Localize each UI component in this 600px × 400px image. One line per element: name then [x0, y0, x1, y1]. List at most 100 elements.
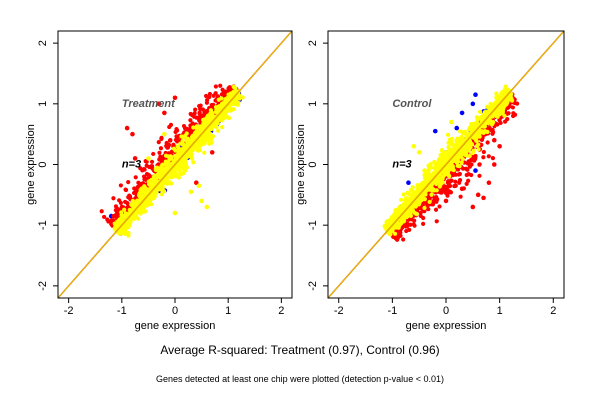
data-point	[486, 180, 492, 186]
detection-footnote: Genes detected at least one chip were pl…	[156, 374, 444, 384]
y-axis-label: gene expression	[295, 124, 307, 205]
x-tick-label: 0	[443, 305, 449, 317]
data-point	[482, 129, 488, 134]
data-point	[423, 192, 428, 197]
data-point	[460, 156, 465, 162]
data-point	[466, 132, 471, 137]
data-point	[157, 157, 162, 162]
data-point	[136, 208, 142, 213]
data-point	[178, 160, 183, 165]
data-point	[385, 220, 390, 225]
data-point	[427, 199, 432, 205]
data-point	[159, 164, 164, 169]
data-point	[470, 101, 476, 107]
data-point	[435, 178, 440, 183]
data-point	[460, 131, 465, 136]
x-tick-label: -2	[64, 305, 74, 317]
data-point	[127, 194, 133, 199]
data-point	[424, 188, 429, 193]
y-tick-label: 2	[307, 40, 319, 46]
data-point	[204, 100, 210, 105]
data-point	[502, 113, 507, 118]
data-point	[140, 204, 145, 209]
data-point	[204, 110, 209, 115]
y-axis-label: gene expression	[25, 124, 37, 205]
data-point	[418, 213, 423, 219]
data-point	[197, 142, 203, 148]
data-point	[209, 150, 215, 155]
data-point	[467, 164, 473, 169]
data-point	[440, 159, 446, 165]
data-point	[174, 134, 179, 139]
data-point	[388, 217, 393, 222]
data-point	[151, 151, 156, 157]
data-point	[175, 144, 180, 149]
data-point	[478, 130, 483, 135]
y-tick-label: -1	[307, 220, 319, 230]
data-point	[450, 173, 456, 178]
data-point	[451, 168, 456, 173]
data-point	[174, 165, 179, 170]
data-point	[133, 212, 139, 217]
data-point	[231, 107, 236, 112]
data-point	[148, 185, 153, 190]
data-point	[188, 118, 193, 123]
data-point	[135, 198, 140, 203]
data-point	[447, 189, 453, 194]
data-point	[163, 153, 169, 158]
y-tick-label: 0	[37, 161, 49, 167]
panel-label: Control	[392, 98, 432, 110]
x-tick-label: 2	[550, 305, 556, 317]
data-point	[454, 125, 460, 131]
data-point	[122, 207, 127, 212]
data-point	[144, 171, 150, 177]
data-point	[450, 159, 455, 164]
data-point	[475, 192, 481, 198]
data-point	[136, 193, 142, 198]
data-point	[464, 166, 469, 171]
data-point	[416, 150, 422, 155]
data-point	[398, 197, 404, 202]
data-point	[509, 92, 514, 97]
data-point	[225, 115, 230, 120]
y-tick-label: 1	[37, 101, 49, 107]
data-point	[431, 187, 436, 192]
x-tick-label: 0	[172, 305, 178, 317]
data-point	[459, 110, 465, 116]
data-point	[470, 150, 476, 155]
data-point	[182, 126, 188, 131]
data-point	[477, 109, 483, 114]
data-point	[218, 83, 223, 88]
data-point	[207, 141, 212, 146]
data-point	[144, 159, 149, 164]
data-point	[438, 156, 443, 162]
data-point	[216, 97, 221, 102]
data-point	[506, 104, 511, 110]
data-point	[491, 137, 497, 143]
data-point	[416, 184, 421, 189]
n-label: n=3	[122, 159, 141, 171]
data-point	[443, 188, 448, 193]
data-point	[142, 174, 147, 179]
reference-line-2	[328, 31, 564, 298]
data-point	[220, 104, 225, 109]
x-tick-label: 2	[278, 305, 284, 317]
data-point	[418, 210, 423, 215]
data-point	[437, 184, 442, 189]
data-point	[432, 128, 438, 134]
data-point	[442, 151, 447, 156]
x-tick-label: -2	[334, 305, 344, 317]
data-point	[464, 135, 469, 140]
data-point	[512, 112, 518, 117]
data-point	[464, 181, 469, 186]
data-point	[117, 198, 122, 203]
data-point	[443, 198, 449, 204]
data-point	[411, 143, 417, 149]
data-point	[405, 224, 410, 229]
data-point	[213, 84, 218, 89]
x-axis-label: gene expression	[135, 320, 216, 332]
data-point	[206, 128, 211, 133]
data-point	[149, 164, 154, 169]
data-point	[172, 210, 178, 216]
data-point	[122, 223, 127, 228]
